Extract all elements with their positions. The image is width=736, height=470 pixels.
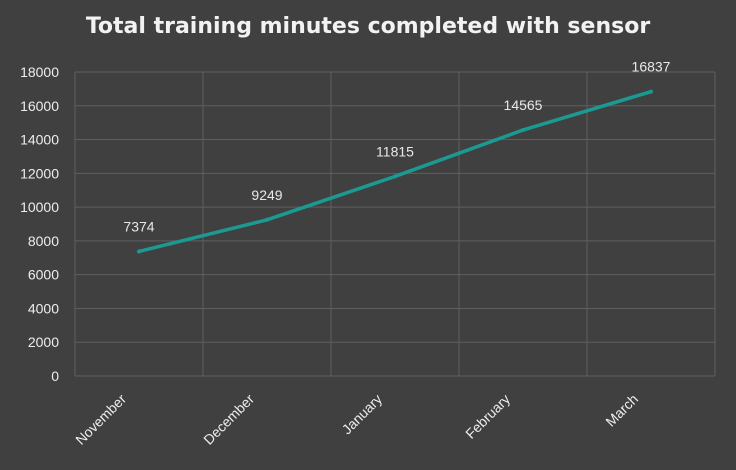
y-tick-label: 6000: [28, 267, 59, 283]
series-line: [137, 89, 653, 254]
y-tick-label: 12000: [20, 165, 59, 181]
data-label: 7374: [123, 218, 154, 234]
x-tick-label: November: [72, 391, 129, 448]
data-label: 11815: [376, 143, 414, 159]
data-label: 14565: [504, 97, 543, 113]
y-tick-label: 16000: [20, 98, 59, 114]
data-point: [521, 128, 525, 133]
x-tick-label: February: [462, 391, 513, 442]
x-tick-label: December: [200, 391, 257, 448]
y-tick-label: 8000: [28, 233, 59, 249]
x-tick-label: March: [602, 391, 641, 430]
y-tick-label: 2000: [28, 334, 59, 350]
y-tick-label: 0: [51, 368, 59, 384]
y-tick-label: 18000: [20, 64, 59, 80]
chart-title: Total training minutes completed with se…: [85, 14, 651, 39]
data-point: [137, 249, 141, 254]
data-point: [265, 217, 269, 222]
x-tick-label: January: [339, 391, 386, 438]
data-label: 16837: [632, 59, 671, 75]
y-tick-label: 10000: [20, 199, 59, 215]
data-label: 9249: [251, 187, 282, 203]
y-tick-label: 4000: [28, 300, 59, 316]
data-point: [393, 174, 397, 179]
data-point: [649, 89, 653, 94]
y-tick-label: 14000: [20, 132, 59, 148]
